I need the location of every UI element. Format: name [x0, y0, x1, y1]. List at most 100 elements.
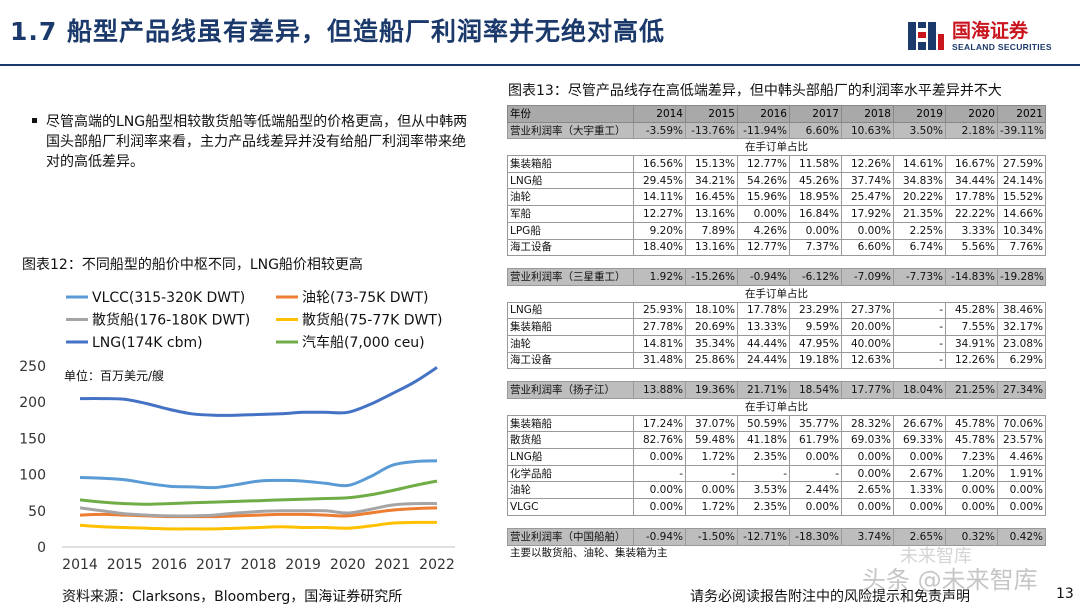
- table-cell: 23.57%: [997, 431, 1046, 450]
- table-cell: 6.60%: [841, 238, 894, 257]
- legend-label: VLCC(315-320K DWT): [92, 290, 245, 306]
- table-cell: 24.44%: [737, 351, 790, 370]
- profit-value: 0.42%: [997, 527, 1046, 546]
- table-cell: 18.95%: [789, 188, 842, 207]
- bullet-dot-icon: [32, 118, 37, 123]
- table-cell: 17.24%: [633, 414, 686, 433]
- table-cell: 20.22%: [893, 188, 946, 207]
- table-cell: 82.76%: [633, 431, 686, 450]
- note-cell: 主要以散货船、油轮、集装箱为主: [507, 544, 1046, 562]
- disclaimer-text: 请务必阅读报告附注中的风险提示和免责声明: [690, 589, 970, 605]
- legend-label: 散货船(75-77K DWT): [302, 312, 442, 329]
- table-cell: 34.91%: [945, 334, 998, 353]
- table-cell: 12.26%: [841, 155, 894, 173]
- table-cell: 10.34%: [997, 221, 1046, 240]
- table-cell: 19.18%: [789, 351, 842, 370]
- table-row: LNG船 0.00% 1.72% 2.35% 0.00% 0.00% 0.00% 7.23% 4…: [507, 448, 1046, 466]
- x-tick-label: 2021: [375, 557, 411, 573]
- table-cell: 2.25%: [893, 221, 946, 240]
- spacer-row: [507, 255, 1046, 270]
- row-label: LNG船: [507, 171, 634, 190]
- profit-value: 19.36%: [685, 381, 738, 399]
- table-cell: 5.56%: [945, 238, 998, 257]
- profit-value: -1.50%: [685, 527, 738, 546]
- table-cell: 34.21%: [685, 171, 738, 190]
- table-cell: 24.14%: [997, 171, 1046, 190]
- profit-value: -15.26%: [685, 268, 738, 286]
- table-cell: 7.37%: [789, 238, 842, 257]
- page-number: 13: [1056, 586, 1074, 602]
- note-row: 主要以散货船、油轮、集装箱为主: [507, 544, 1046, 562]
- table-cell: 0.00%: [841, 448, 894, 466]
- table-cell: 25.86%: [685, 351, 738, 370]
- table-cell: 14.11%: [633, 188, 686, 207]
- table-cell: 2.35%: [737, 498, 790, 516]
- table13-title: 图表13：尽管产品线存在高低端差异，但中韩头部船厂的利润率水平差异并不大: [508, 83, 1002, 99]
- table-cell: 15.13%: [685, 155, 738, 173]
- table-cell: 70.06%: [997, 414, 1046, 433]
- profit-value: -7.73%: [893, 268, 946, 286]
- subheader-cell: 在手订单占比: [507, 138, 1046, 157]
- table-cell: 1.20%: [945, 464, 998, 483]
- spacer-cell: [507, 368, 1046, 383]
- table-cell: -: [893, 334, 946, 353]
- header-cell: 年份: [507, 105, 634, 123]
- table-cell: 0.00%: [789, 498, 842, 516]
- header-cell: 2021: [997, 105, 1046, 123]
- table-cell: 7.89%: [685, 221, 738, 240]
- row-label: 油轮: [507, 188, 634, 207]
- table-cell: 2.35%: [737, 448, 790, 466]
- profit-label: 营业利润率（三星重工）: [507, 268, 634, 286]
- subheader-cell: 在手订单占比: [507, 284, 1046, 303]
- table-cell: -: [737, 464, 790, 483]
- header-cell: 2018: [841, 105, 894, 123]
- table-cell: 11.58%: [789, 155, 842, 173]
- table-cell: 29.45%: [633, 171, 686, 190]
- legend-label: 散货船(176-180K DWT): [92, 312, 250, 329]
- table-cell: 2.65%: [841, 481, 894, 500]
- table-cell: 12.77%: [737, 155, 790, 173]
- table-cell: 54.26%: [737, 171, 790, 190]
- header-cell: 2019: [893, 105, 946, 123]
- table-cell: 4.46%: [997, 448, 1046, 466]
- profit-value: 27.34%: [997, 381, 1046, 399]
- x-tick-label: 2016: [151, 557, 187, 573]
- row-label: 油轮: [507, 481, 634, 500]
- table-row: 军船 12.27% 13.16% 0.00% 16.84% 17.92% 21.35% 22.…: [507, 205, 1046, 223]
- table-cell: 45.78%: [945, 414, 998, 433]
- x-tick-label: 2019: [285, 557, 321, 573]
- profit-value: 6.60%: [789, 121, 842, 140]
- profit-value: -39.11%: [997, 121, 1046, 140]
- table-cell: 25.93%: [633, 301, 686, 320]
- table-cell: 0.00%: [945, 481, 998, 500]
- profit-value: 17.77%: [841, 381, 894, 399]
- table-cell: -: [893, 351, 946, 370]
- table-cell: 0.00%: [997, 498, 1046, 516]
- profit-value: 18.04%: [893, 381, 946, 399]
- table-cell: 27.37%: [841, 301, 894, 320]
- row-label: 海工设备: [507, 351, 634, 370]
- title-divider: [0, 64, 1080, 66]
- table-cell: 1.91%: [997, 464, 1046, 483]
- table-cell: 0.00%: [633, 498, 686, 516]
- table-cell: 12.26%: [945, 351, 998, 370]
- profit-value: -0.94%: [737, 268, 790, 286]
- header-cell: 2014: [633, 105, 686, 123]
- x-tick-label: 2015: [107, 557, 143, 573]
- y-tick-label: 0: [37, 540, 46, 556]
- table-cell: 23.08%: [997, 334, 1046, 353]
- profit-value: 18.54%: [789, 381, 842, 399]
- row-label: 集装箱船: [507, 155, 634, 173]
- table-cell: 34.83%: [893, 171, 946, 190]
- table-cell: -: [633, 464, 686, 483]
- table-cell: 37.07%: [685, 414, 738, 433]
- table-cell: 0.00%: [945, 498, 998, 516]
- table-cell: 17.92%: [841, 205, 894, 223]
- profit-margin-row: 营业利润率（大宇重工） -3.59% -13.76% -11.94% 6.60% 10.6…: [507, 121, 1046, 140]
- y-tick-label: 200: [19, 395, 46, 411]
- profit-value: 1.92%: [633, 268, 686, 286]
- table-cell: 15.52%: [997, 188, 1046, 207]
- row-label: VLGC: [507, 498, 634, 516]
- profit-margin-row: 营业利润率（扬子江） 13.88% 19.36% 21.71% 18.54% 17.77%…: [507, 381, 1046, 399]
- y-tick-label: 150: [19, 431, 46, 447]
